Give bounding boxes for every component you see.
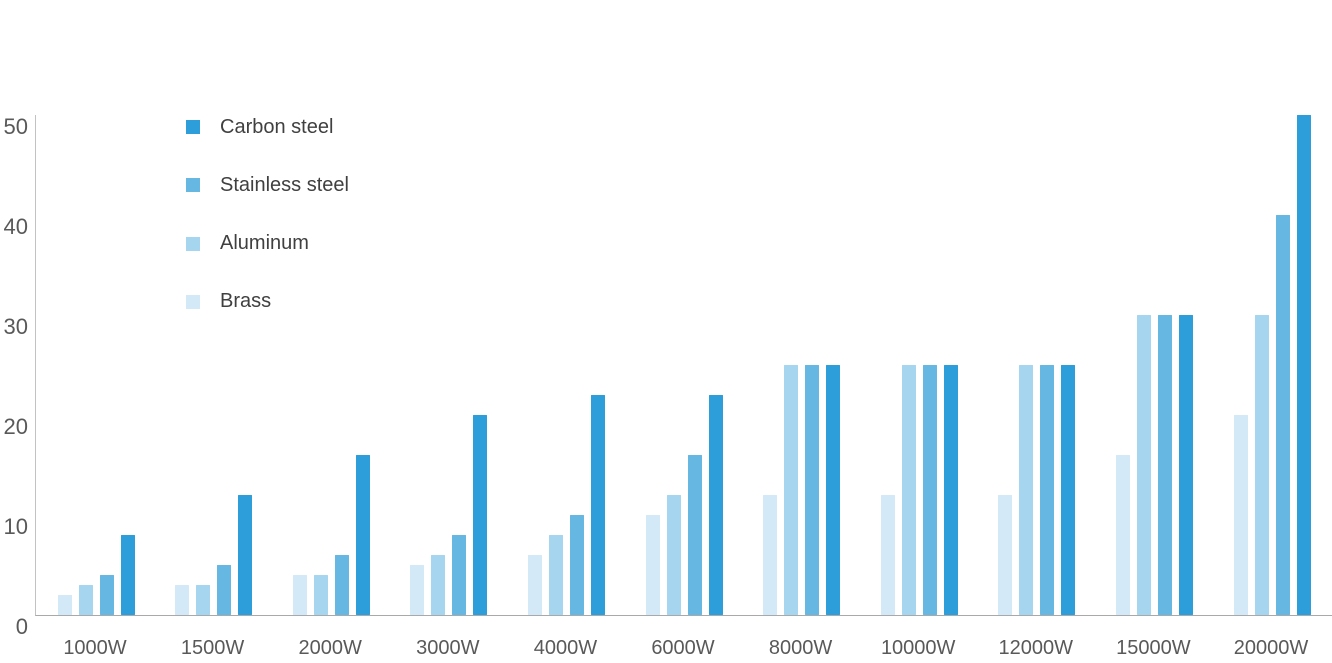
bar-stainless-steel-10000w (922, 365, 937, 615)
bar-aluminum-1500w (196, 585, 211, 615)
legend-label-carbon-steel: Carbon steel (220, 115, 334, 138)
bar-carbon-steel-15000w (1178, 315, 1193, 615)
legend-label-brass: Brass (220, 290, 272, 313)
bar-carbon-steel-6000w (708, 395, 723, 615)
x-tick-label-1500w: 1500W (180, 637, 245, 659)
bar-carbon-steel-10000w (943, 365, 958, 615)
legend-item-aluminum: Aluminum (186, 232, 309, 255)
bar-brass-2000w (292, 575, 307, 615)
bar-stainless-steel-2000w (334, 555, 349, 615)
legend-item-stainless-steel: Stainless steel (186, 173, 349, 196)
x-tick-label-6000w: 6000W (651, 637, 715, 659)
bar-brass-4000w (527, 555, 542, 615)
legend-swatch-carbon-steel (186, 120, 200, 134)
bar-group-3000w (409, 415, 489, 615)
legend-label-stainless-steel: Stainless steel (220, 173, 349, 196)
bar-carbon-steel-4000w (590, 395, 605, 615)
y-tick-label-0: 0 (15, 614, 28, 639)
bar-group-10000w (879, 365, 959, 615)
bar-brass-1000w (57, 595, 72, 615)
x-tick-label-3000w: 3000W (416, 637, 480, 659)
x-tick-label-4000w: 4000W (533, 637, 598, 659)
bar-stainless-steel-3000w (452, 535, 467, 615)
bar-brass-3000w (410, 565, 425, 615)
y-tick-label-50: 50 (3, 114, 28, 139)
bar-brass-8000w (763, 495, 778, 615)
bar-aluminum-8000w (784, 365, 799, 615)
bar-stainless-steel-1000w (99, 575, 114, 615)
bar-brass-12000w (998, 495, 1013, 615)
x-tick-label-12000w: 12000W (998, 637, 1074, 659)
bar-stainless-steel-15000w (1157, 315, 1172, 615)
bar-group-2000w (291, 455, 371, 615)
bar-aluminum-15000w (1136, 315, 1151, 615)
x-tick-label-20000w: 20000W (1233, 637, 1309, 659)
bar-group-4000w (526, 395, 606, 615)
y-tick-label-20: 20 (3, 414, 28, 439)
bar-stainless-steel-6000w (687, 455, 702, 615)
bar-group-8000w (762, 365, 842, 615)
legend-item-carbon-steel: Carbon steel (186, 115, 334, 138)
bar-brass-6000w (645, 515, 660, 615)
bar-brass-15000w (1115, 455, 1130, 615)
bar-group-6000w (644, 395, 724, 615)
bar-aluminum-10000w (901, 365, 916, 615)
legend-item-brass: Brass (186, 290, 272, 313)
bar-carbon-steel-20000w (1296, 115, 1311, 615)
bar-stainless-steel-20000w (1275, 215, 1290, 615)
bar-carbon-steel-1000w (120, 535, 135, 615)
bar-aluminum-3000w (431, 555, 446, 615)
bar-aluminum-1000w (78, 585, 93, 615)
x-tick-label-10000w: 10000W (880, 637, 956, 659)
bar-group-1500w (174, 495, 254, 615)
bar-brass-10000w (880, 495, 895, 615)
bar-stainless-steel-4000w (569, 515, 584, 615)
y-tick-label-30: 30 (3, 314, 28, 339)
bar-aluminum-20000w (1254, 315, 1269, 615)
legend-swatch-aluminum (186, 236, 200, 251)
bar-carbon-steel-12000w (1061, 365, 1076, 615)
bar-carbon-steel-3000w (473, 415, 488, 615)
legend-swatch-brass (186, 294, 200, 309)
bar-group-1000w (56, 535, 136, 615)
bar-stainless-steel-8000w (805, 365, 820, 615)
bar-aluminum-4000w (548, 535, 563, 615)
legend-label-aluminum: Aluminum (220, 232, 309, 255)
y-tick-label-40: 40 (3, 214, 28, 239)
bar-group-15000w (1114, 315, 1194, 615)
bar-stainless-steel-12000w (1040, 365, 1055, 615)
bar-carbon-steel-8000w (826, 365, 841, 615)
bar-carbon-steel-1500w (238, 495, 253, 615)
bar-brass-1500w (175, 585, 190, 615)
bar-brass-20000w (1233, 415, 1248, 615)
legend-swatch-stainless-steel (186, 178, 200, 193)
x-tick-label-15000w: 15000W (1116, 637, 1191, 659)
x-tick-label-1000w: 1000W (63, 637, 127, 659)
bar-carbon-steel-2000w (355, 455, 370, 615)
plot-area (35, 115, 1332, 616)
bar-group-12000w (997, 365, 1077, 615)
x-tick-label-2000w: 2000W (298, 637, 362, 659)
bar-group-20000w (1232, 115, 1312, 615)
bar-stainless-steel-1500w (217, 565, 232, 615)
x-tick-label-8000w: 8000W (768, 637, 833, 659)
y-tick-label-10: 10 (3, 514, 28, 539)
bar-aluminum-6000w (666, 495, 681, 615)
bar-aluminum-12000w (1019, 365, 1034, 615)
bar-aluminum-2000w (313, 575, 328, 615)
